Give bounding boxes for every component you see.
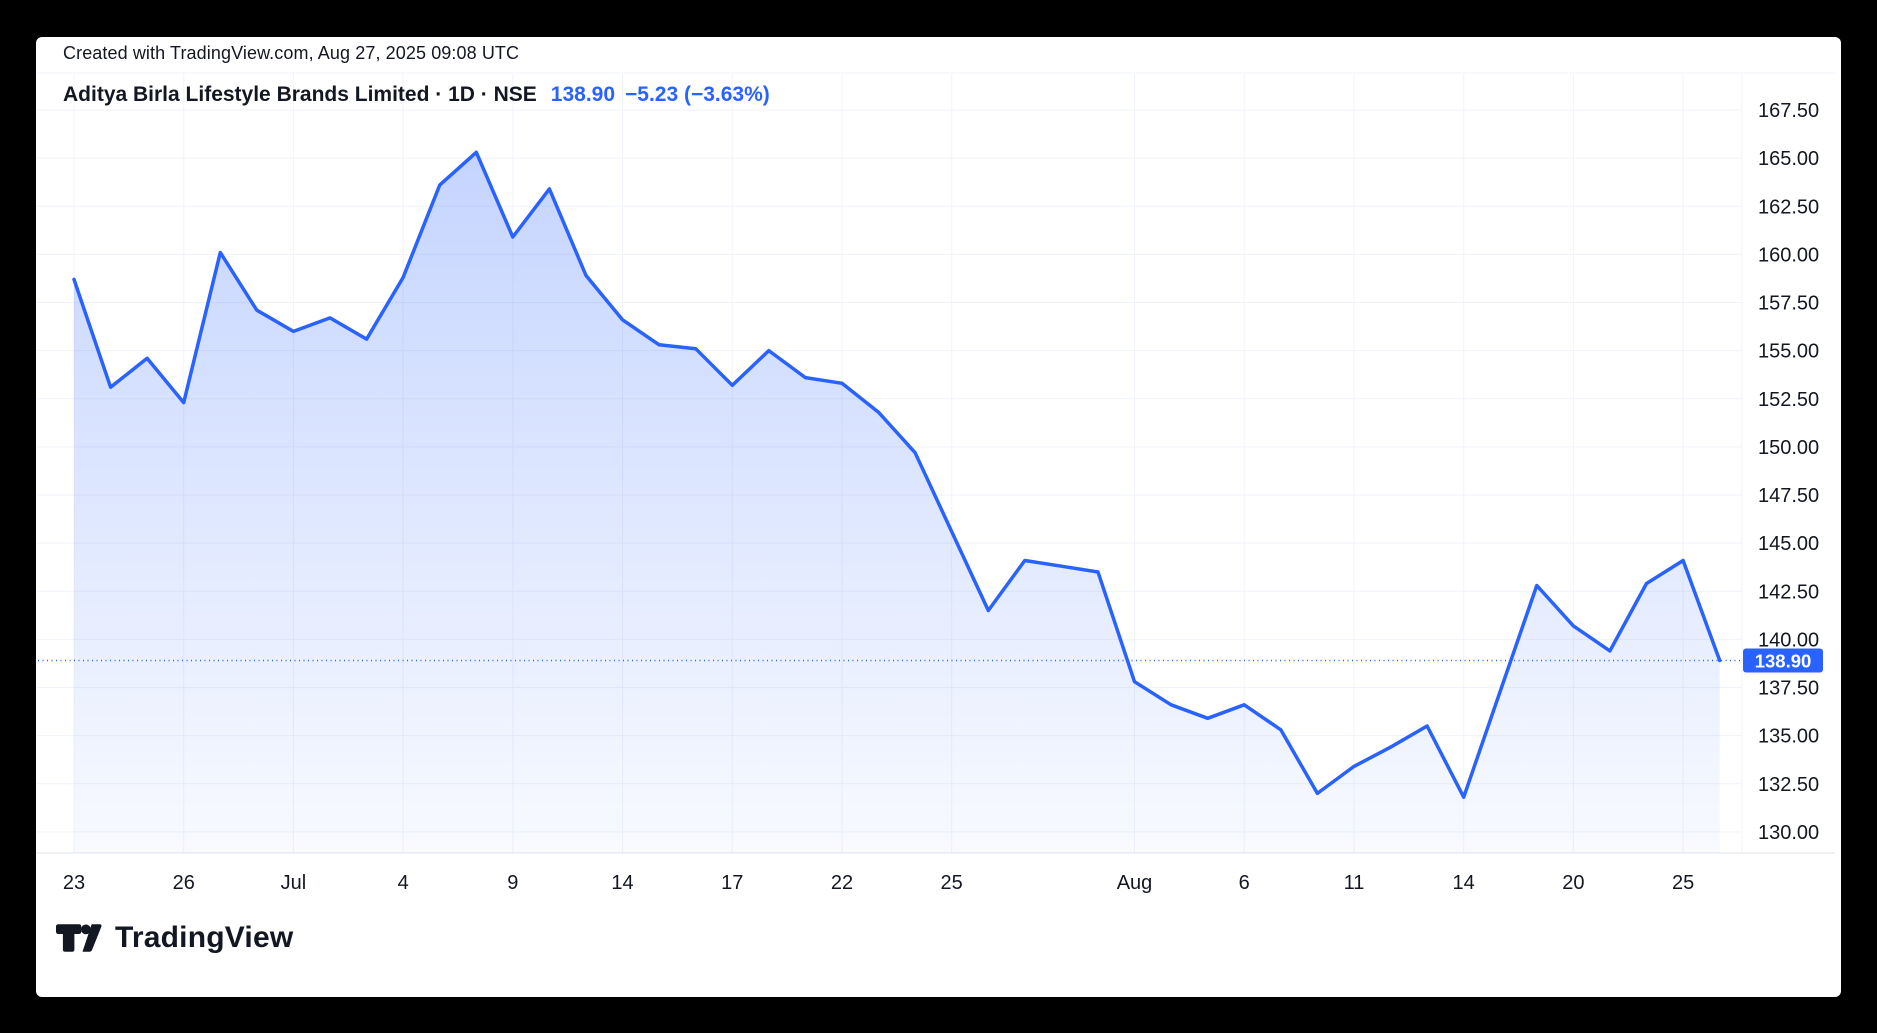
chart-card: Created with TradingView.com, Aug 27, 20… xyxy=(36,37,1841,997)
x-tick-label: 9 xyxy=(507,872,518,894)
x-tick-label: 20 xyxy=(1562,872,1584,894)
y-tick-label: 155.00 xyxy=(1758,341,1819,363)
last-price-badge-label: 138.90 xyxy=(1755,651,1812,672)
y-tick-label: 145.00 xyxy=(1758,533,1819,555)
y-tick-label: 147.50 xyxy=(1758,485,1819,507)
y-tick-label: 140.00 xyxy=(1758,629,1819,651)
tradingview-logo-mark-icon xyxy=(56,924,102,952)
y-tick-label: 142.50 xyxy=(1758,581,1819,603)
x-tick-label: 22 xyxy=(831,872,853,894)
y-tick-label: 135.00 xyxy=(1758,726,1819,748)
x-tick-label: 11 xyxy=(1344,872,1365,894)
x-tick-label: 25 xyxy=(1672,872,1694,894)
y-tick-label: 167.50 xyxy=(1758,100,1819,122)
y-tick-label: 150.00 xyxy=(1758,437,1819,459)
x-tick-label: 6 xyxy=(1239,872,1250,894)
y-tick-label: 152.50 xyxy=(1758,389,1819,411)
symbol-title: Aditya Birla Lifestyle Brands Limited · … xyxy=(63,83,537,106)
price-change: −5.23 (−3.63%) xyxy=(625,83,770,106)
symbol-header: Aditya Birla Lifestyle Brands Limited · … xyxy=(63,83,770,107)
x-tick-label: 25 xyxy=(941,872,963,894)
price-line xyxy=(72,150,1722,799)
tradingview-logo[interactable]: TradingView xyxy=(56,921,293,955)
y-tick-label: 132.50 xyxy=(1758,774,1819,796)
attribution-link[interactable]: Created with TradingView.com, Aug 27, 20… xyxy=(63,43,520,63)
x-tick-label: 14 xyxy=(611,872,633,894)
x-tick-label: 4 xyxy=(398,872,409,894)
y-tick-label: 162.50 xyxy=(1758,196,1819,218)
price-chart-canvas[interactable]: 167.50 165.00 162.50 160.00 157.50 155.00 152.… xyxy=(36,37,1841,997)
x-tick-label: 23 xyxy=(63,872,85,894)
tradingview-logo-text: TradingView xyxy=(115,921,294,954)
y-tick-label: 165.00 xyxy=(1758,148,1819,170)
last-price-badge xyxy=(1743,648,1823,673)
y-tick-label: 157.50 xyxy=(1758,293,1819,315)
x-tick-label: 17 xyxy=(721,872,743,894)
y-tick-label: 130.00 xyxy=(1758,822,1819,844)
price-area-fill xyxy=(74,152,1720,854)
x-tick-label: Aug xyxy=(1117,872,1153,894)
x-tick-label: 14 xyxy=(1453,872,1475,894)
x-tick-label: 26 xyxy=(173,872,195,894)
y-tick-label: 160.00 xyxy=(1758,244,1819,266)
last-price-value: 138.90 xyxy=(550,83,616,106)
x-tick-label: Jul xyxy=(281,872,307,894)
y-tick-label: 137.50 xyxy=(1758,678,1819,700)
